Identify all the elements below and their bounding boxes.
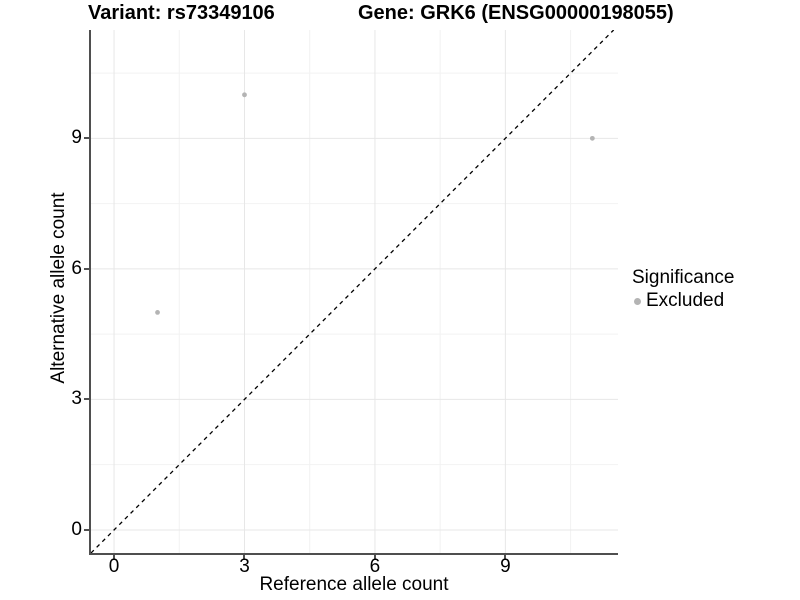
data-points <box>155 92 595 315</box>
y-tick-label: 6 <box>71 257 82 279</box>
y-tick-mark <box>84 267 89 270</box>
x-tick-mark <box>373 555 376 560</box>
x-tick-label: 9 <box>500 556 511 577</box>
x-tick-mark <box>113 555 116 560</box>
x-tick-mark <box>504 555 507 560</box>
plot-panel <box>89 30 618 555</box>
x-tick-label: 0 <box>108 556 120 577</box>
data-point <box>589 135 595 141</box>
identity-line <box>91 30 615 553</box>
y-tick-mark <box>84 528 89 531</box>
gridlines <box>91 30 618 553</box>
x-tick-label: 3 <box>239 556 250 577</box>
gene-title: Gene: GRK6 (ENSG00000198055) <box>358 2 674 24</box>
legend-title: Significance <box>632 267 735 288</box>
y-tick-label: 0 <box>71 518 82 540</box>
x-tick-label: 6 <box>369 556 381 577</box>
data-point <box>155 309 160 315</box>
data-point <box>242 92 247 98</box>
y-tick-mark <box>84 398 89 401</box>
variant-title: Variant: rs73349106 <box>88 2 275 24</box>
plot-canvas <box>91 30 618 553</box>
y-tick-label: 9 <box>71 127 82 149</box>
x-axis-title: Reference allele count <box>259 574 449 595</box>
legend-item-label: Excluded <box>646 290 725 311</box>
legend: Significance Excluded <box>632 266 734 312</box>
y-tick-mark <box>84 137 89 140</box>
legend-point-icon <box>634 297 641 305</box>
y-axis-title: Alternative allele count <box>48 192 69 384</box>
legend-item-excluded: Excluded <box>634 290 734 312</box>
x-tick-mark <box>243 555 246 560</box>
y-tick-label: 3 <box>71 388 82 410</box>
